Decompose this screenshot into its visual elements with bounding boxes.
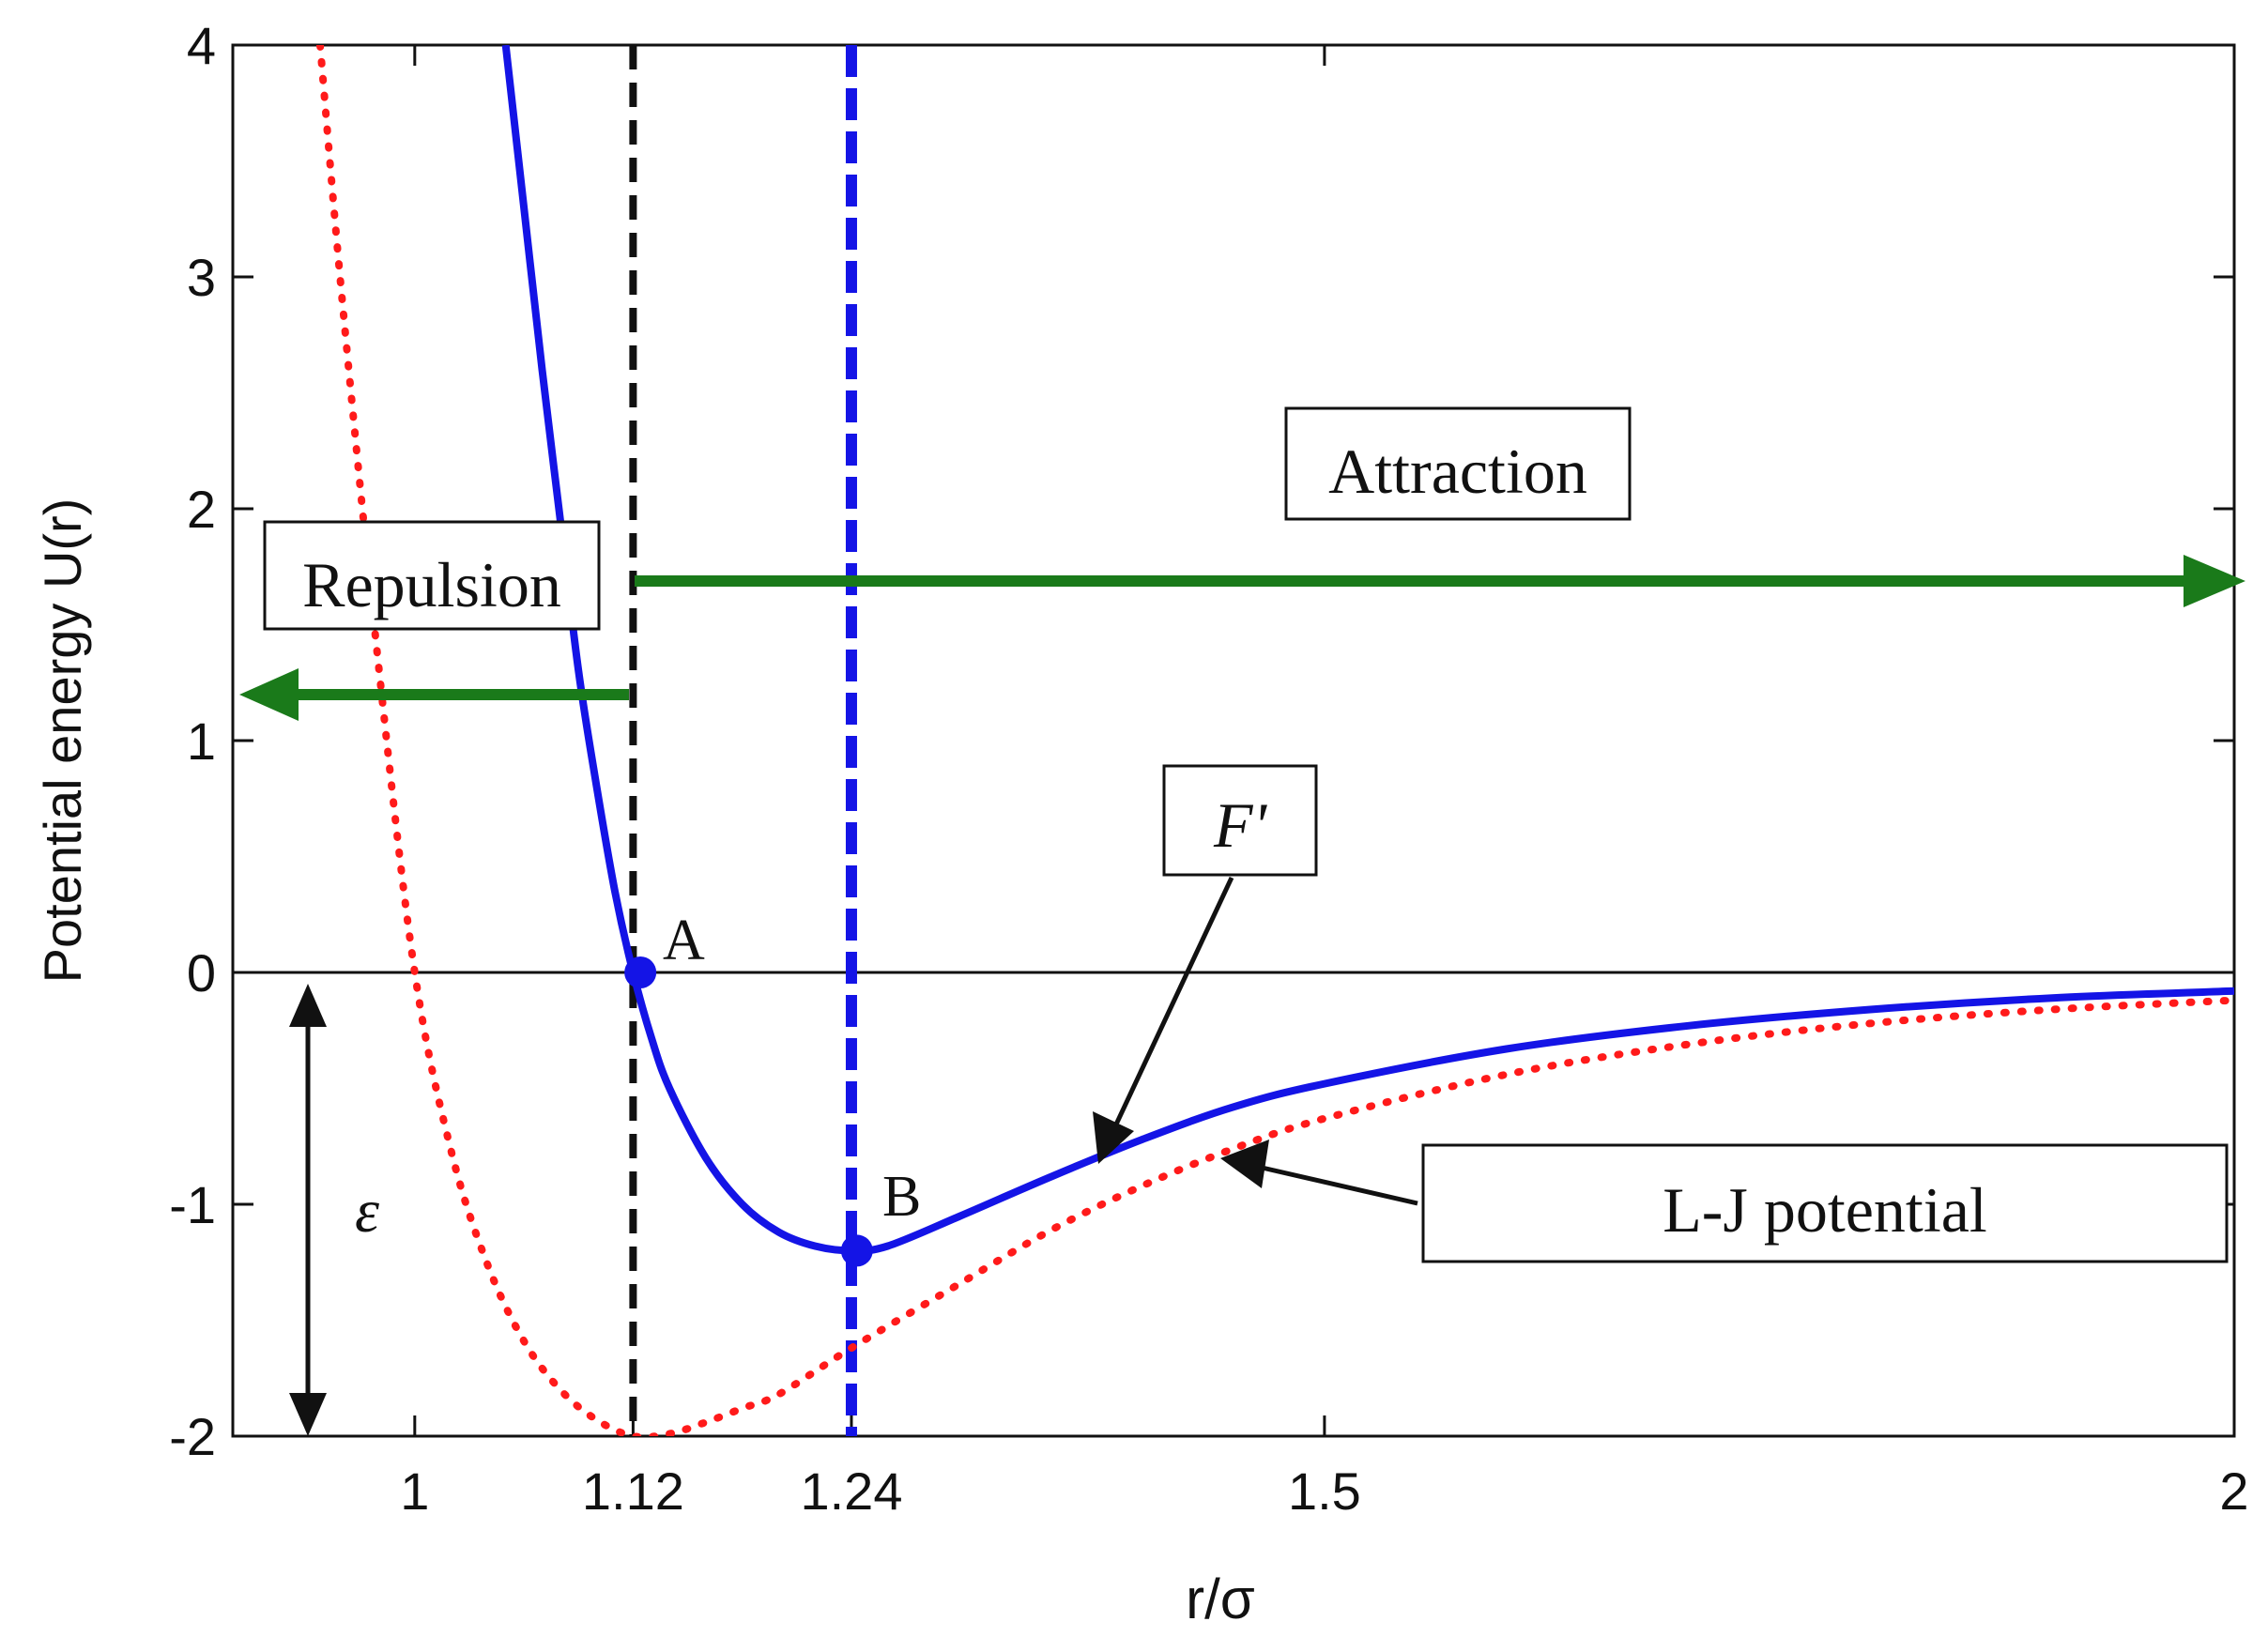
y-tick-label: 4	[187, 16, 216, 75]
y-tick-label: 3	[187, 248, 216, 307]
lj-pointer	[1220, 1140, 1418, 1206]
attraction-label: Attraction	[1328, 436, 1587, 507]
x-tick-label: 2	[2219, 1461, 2248, 1521]
attraction-box	[1284, 406, 1632, 521]
epsilon-arrow	[289, 984, 327, 1436]
repulsion-box	[263, 520, 601, 631]
y-axis-label: Potential energy U(r)	[33, 498, 92, 984]
lj-potential-curve	[316, 45, 2234, 1436]
y-tick-label: -1	[169, 1175, 216, 1234]
y-tick-label: 0	[187, 943, 216, 1002]
x-tick-label: 1.24	[800, 1461, 902, 1521]
x-axis: 1 1.12 1.24 1.5 2	[400, 45, 2249, 1521]
f-prime-pointer	[1093, 876, 1234, 1164]
f-prime-label: F'	[1213, 789, 1268, 861]
y-tick-label: 1	[187, 711, 216, 771]
lj-box	[1421, 1143, 2229, 1263]
f-prime-curve	[501, 45, 2234, 1255]
attraction-arrow	[635, 555, 2245, 607]
x-axis-label: r/σ	[1186, 1568, 1255, 1630]
y-tick-label: -2	[169, 1407, 216, 1466]
point-b-label: B	[882, 1165, 921, 1229]
point-b-marker	[840, 1234, 873, 1267]
x-tick-label: 1.12	[582, 1461, 684, 1521]
epsilon-label: ε	[355, 1177, 379, 1246]
lj-label: L-J potential	[1663, 1174, 1987, 1246]
repulsion-arrow	[239, 668, 629, 721]
point-a-label: A	[663, 909, 705, 972]
point-a-marker	[624, 956, 657, 988]
x-tick-label: 1	[400, 1461, 429, 1521]
f-prime-box	[1162, 764, 1318, 877]
repulsion-label: Repulsion	[302, 549, 561, 620]
x-tick-label: 1.5	[1288, 1461, 1361, 1521]
y-tick-label: 2	[187, 480, 216, 539]
